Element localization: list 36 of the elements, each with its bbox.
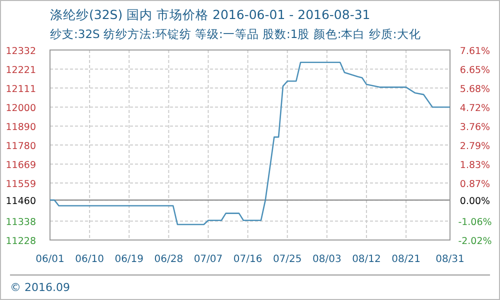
x-tick-label: 08/12 xyxy=(352,254,381,265)
y-tick-label: 11228 xyxy=(6,236,36,247)
x-tick-label: 07/16 xyxy=(233,254,262,265)
y2-tick-label: 4.72% xyxy=(460,103,490,114)
x-tick-label: 08/21 xyxy=(392,254,420,265)
chart-subtitle: 纱支:32S 纺纱方法:环锭纺 等级:一等品 股数:1股 颜色:本白 纱质:大化 xyxy=(50,27,421,41)
y2-tick-label: 0.00% xyxy=(460,196,490,208)
x-tick-label: 06/10 xyxy=(75,254,104,265)
y-tick-label: 12000 xyxy=(6,103,36,114)
y2-tick-label: 5.68% xyxy=(460,84,490,96)
y2-tick-label: 1.83% xyxy=(460,160,490,172)
y-tick-label: 12221 xyxy=(6,65,36,76)
text: © 2016.09 xyxy=(10,281,70,294)
y-tick-label: 11338 xyxy=(6,217,36,228)
y-tick-label: 11460 xyxy=(6,196,36,208)
y-tick-label: 12332 xyxy=(6,46,36,57)
x-tick-label: 06/19 xyxy=(114,254,144,265)
y2-tick-label: 6.65% xyxy=(460,64,490,76)
y-tick-label: 11669 xyxy=(6,160,36,172)
y-tick-label: 11559 xyxy=(6,179,36,190)
x-tick-label: 07/07 xyxy=(194,254,223,265)
y2-tick-label: -2.02% xyxy=(458,236,492,247)
chart-title: 涤纶纱(32S) 国内 市场价格 2016-06-01 - 2016-08-31 xyxy=(50,7,370,22)
x-tick-label: 08/03 xyxy=(312,254,342,265)
x-tick-label: 07/25 xyxy=(272,254,302,265)
y2-tick-label: 7.61% xyxy=(460,46,490,57)
x-tick-label: 06/28 xyxy=(154,254,184,265)
y2-tick-label: 0.87% xyxy=(460,178,490,190)
y2-tick-label: 2.79% xyxy=(460,141,490,152)
x-tick-label: 08/31 xyxy=(436,254,464,265)
y-tick-label: 11890 xyxy=(6,122,36,134)
y2-tick-label: -1.06% xyxy=(458,217,492,228)
y-tick-label: 11780 xyxy=(6,141,36,152)
y2-tick-label: 3.76% xyxy=(460,122,490,133)
y-tick-label: 12111 xyxy=(6,84,36,96)
x-tick-label: 06/01 xyxy=(36,254,64,265)
